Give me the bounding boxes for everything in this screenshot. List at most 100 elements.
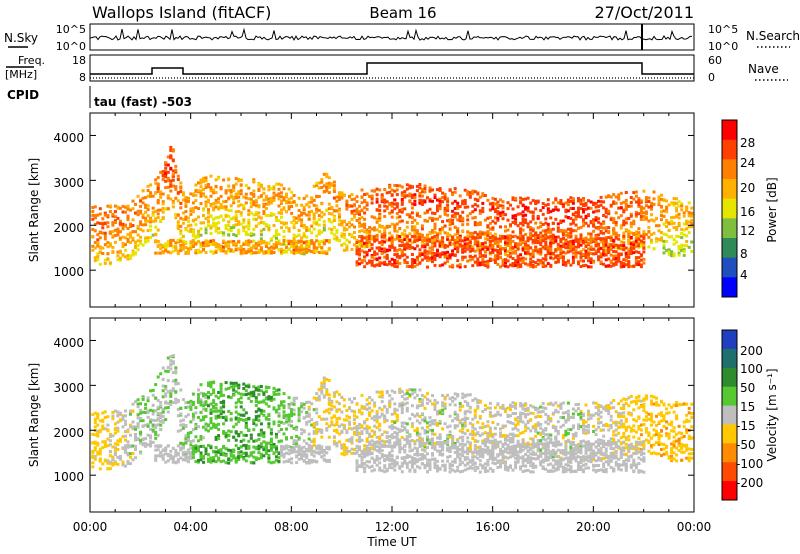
power-cell xyxy=(466,234,470,238)
power-cell xyxy=(292,219,296,223)
power-cell xyxy=(207,240,210,244)
velocity-cell xyxy=(191,412,195,416)
power-cell xyxy=(365,245,369,248)
velocity-cell xyxy=(134,400,137,404)
power-cell xyxy=(554,207,558,211)
power-cell xyxy=(453,207,457,210)
power-cell xyxy=(529,226,533,230)
power-cell xyxy=(113,234,117,237)
power-cell xyxy=(154,251,158,255)
power-cell xyxy=(690,250,694,253)
velocity-cell xyxy=(285,436,288,440)
velocity-cell xyxy=(269,428,273,432)
power-cell xyxy=(232,250,236,253)
power-cell xyxy=(650,233,653,236)
velocity-cell xyxy=(209,383,213,387)
power-cell xyxy=(519,196,523,200)
power-cell xyxy=(499,247,502,251)
power-cell xyxy=(237,177,241,181)
velocity-cell xyxy=(156,423,160,427)
velocity-cell xyxy=(282,416,286,420)
velocity-cell xyxy=(262,448,266,452)
power-cell xyxy=(154,233,158,237)
velocity-cell xyxy=(249,433,253,437)
power-cell xyxy=(131,224,135,228)
power-cell xyxy=(577,212,580,216)
velocity-cell xyxy=(257,385,261,389)
power-cell xyxy=(446,203,450,207)
power-cell xyxy=(154,181,158,185)
power-cell xyxy=(327,181,331,185)
velocity-cell xyxy=(254,396,258,400)
power-cell xyxy=(262,227,266,231)
power-cell xyxy=(131,218,135,222)
power-cell xyxy=(655,217,658,220)
power-cell xyxy=(483,250,487,254)
velocity-cell xyxy=(96,441,100,445)
power-cell xyxy=(582,253,585,257)
power-cell xyxy=(272,195,276,199)
velocity-cell xyxy=(166,454,170,458)
power-cell xyxy=(536,236,540,240)
velocity-cell xyxy=(176,400,180,404)
power-cell xyxy=(340,219,344,223)
power-cell xyxy=(657,200,661,204)
power-cell xyxy=(569,249,573,253)
power-cell xyxy=(456,236,460,240)
power-cell xyxy=(400,193,404,197)
power-cell xyxy=(93,222,97,226)
power-cell xyxy=(672,201,676,205)
power-cell xyxy=(292,239,296,243)
power-cell xyxy=(584,256,588,259)
power-cell xyxy=(614,260,618,264)
power-cell xyxy=(111,223,115,227)
power-cell xyxy=(395,252,399,256)
freq-line xyxy=(90,62,694,75)
power-cell xyxy=(488,221,492,225)
power-cell xyxy=(113,204,117,208)
power-cell xyxy=(420,253,424,256)
power-cell xyxy=(526,239,530,243)
velocity-cell xyxy=(161,448,165,452)
power-cell xyxy=(534,231,538,235)
power-cell xyxy=(491,203,495,207)
power-cell xyxy=(418,201,422,205)
freq-tick-bottom: 8 xyxy=(79,71,86,84)
power-cell xyxy=(257,222,261,226)
power-cell xyxy=(332,209,336,213)
power-cell xyxy=(488,208,492,212)
velocity-cell xyxy=(113,449,117,453)
power-cell xyxy=(280,183,283,187)
power-cell xyxy=(332,215,336,219)
power-cell xyxy=(398,184,402,188)
power-cell xyxy=(113,210,117,214)
power-cell xyxy=(554,217,558,221)
velocity-cell xyxy=(252,419,256,422)
power-cell xyxy=(164,186,168,190)
power-cell xyxy=(400,191,404,195)
velocity-cell xyxy=(242,408,246,412)
power-cell xyxy=(184,202,188,206)
power-cell xyxy=(342,226,346,230)
velocity-cell xyxy=(285,446,288,450)
power-cell xyxy=(624,199,628,202)
power-cell xyxy=(378,263,382,267)
power-cell xyxy=(594,240,598,244)
power-cell xyxy=(622,244,626,248)
power-cell xyxy=(619,191,623,195)
power-cell xyxy=(463,255,467,259)
power-cell xyxy=(159,195,163,199)
power-cell xyxy=(410,193,414,197)
power-cell xyxy=(644,217,648,221)
power-cell xyxy=(488,246,492,250)
power-cell xyxy=(144,216,148,220)
velocity-cell xyxy=(259,430,263,434)
power-cell xyxy=(348,240,351,244)
power-cell xyxy=(166,250,170,254)
power-cell xyxy=(345,199,349,203)
power-cell xyxy=(481,242,485,246)
power-cell xyxy=(551,251,555,255)
velocity-cell xyxy=(113,451,117,455)
power-cell xyxy=(380,193,384,197)
velocity-cell xyxy=(212,422,216,426)
